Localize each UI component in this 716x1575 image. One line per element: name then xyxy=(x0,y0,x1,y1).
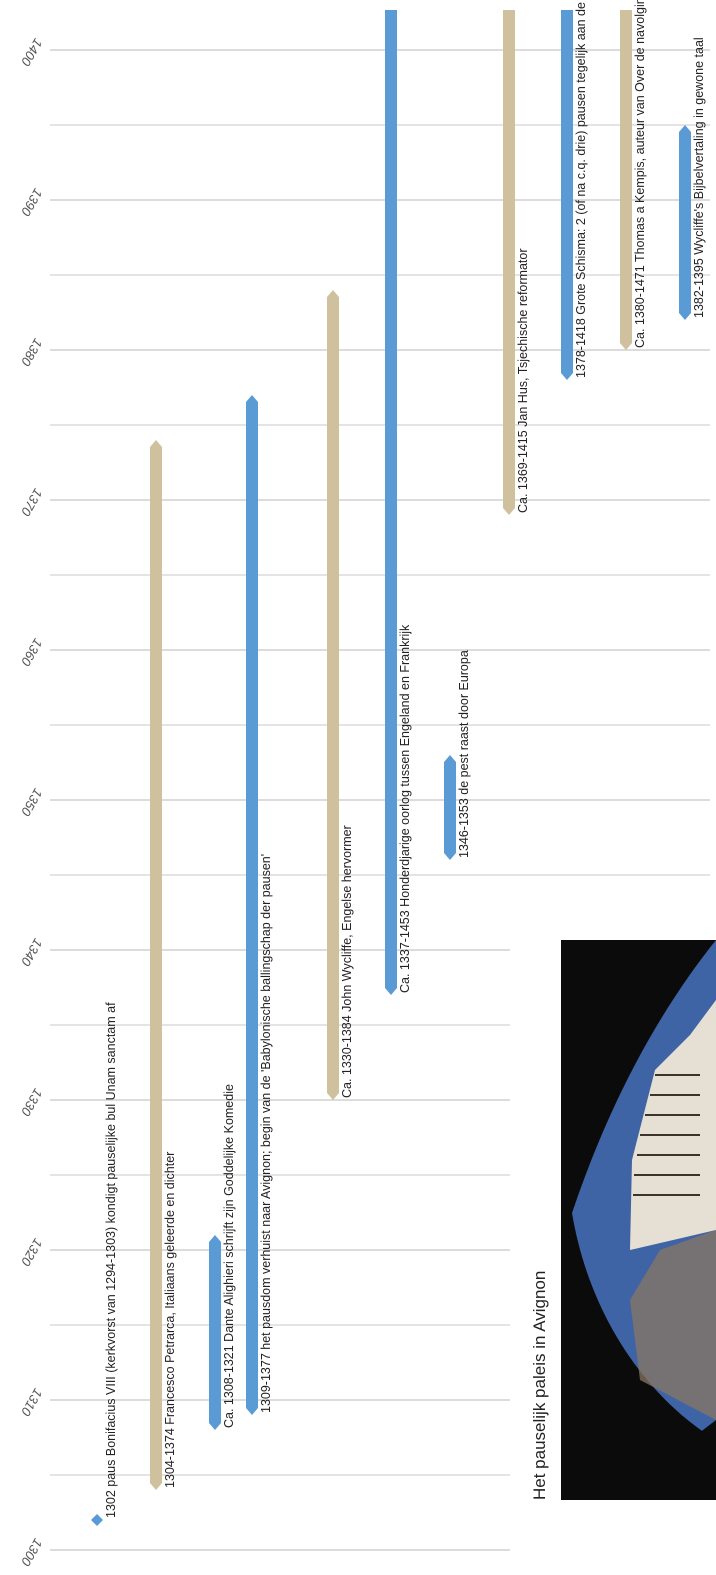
event-label: 1346-1353 de pest raast door Europa xyxy=(457,650,471,858)
event-bar xyxy=(150,440,162,1490)
event-bar xyxy=(561,10,573,380)
event-label: 1304-1374 Francesco Petrarca, Italiaans … xyxy=(163,1152,177,1488)
tick-label-1400: 1400 xyxy=(18,36,46,69)
event-label: Ca. 1337-1453 Honderdjarige oorlog tusse… xyxy=(398,624,412,993)
tick-label-1350: 1350 xyxy=(18,786,46,819)
event-marker xyxy=(91,1514,103,1526)
event-bar xyxy=(444,755,456,860)
event-label: Ca. 1308-1321 Dante Alighieri schrijft z… xyxy=(222,1084,236,1428)
event-bar xyxy=(385,10,397,995)
tick-label-1300: 1300 xyxy=(18,1536,46,1569)
event-bar-layer: 1302 paus Bonifacius VIII (kerkvorst van… xyxy=(91,0,706,1526)
tick-label-1380: 1380 xyxy=(18,336,46,369)
tick-label-1310: 1310 xyxy=(18,1386,46,1419)
event-label: Ca. 1380-1471 Thomas a Kempis, auteur va… xyxy=(633,0,647,348)
tick-label-1390: 1390 xyxy=(18,186,46,219)
avignon-photo xyxy=(561,940,716,1500)
event-bar xyxy=(209,1235,221,1430)
event-label: 1378-1418 Grote Schisma: 2 (of na c.q. d… xyxy=(574,0,588,378)
event-bar xyxy=(620,10,632,350)
tick-label-layer: 1300 1310 1320 1330 1340 1350 1360 1370 1380 1390… xyxy=(18,36,46,1569)
photo-caption: Het pauselijk paleis in Avignon xyxy=(530,1271,549,1500)
event-bar xyxy=(246,395,258,1415)
event-bar xyxy=(327,290,339,1100)
event-label: Ca. 1330-1384 John Wycliffe, Engelse her… xyxy=(340,825,354,1098)
tick-label-1340: 1340 xyxy=(18,936,46,969)
tick-label-1330: 1330 xyxy=(18,1086,46,1119)
event-bar xyxy=(679,125,691,320)
tick-label-1320: 1320 xyxy=(18,1236,46,1269)
event-label: 1302 paus Bonifacius VIII (kerkvorst van… xyxy=(104,1002,118,1518)
tick-label-1360: 1360 xyxy=(18,636,46,669)
event-bar xyxy=(503,10,515,515)
event-label: Ca. 1369-1415 Jan Hus, Tsjechische refor… xyxy=(516,249,530,514)
event-label: 1382-1395 Wycliffe's Bijbelvertaling in … xyxy=(692,37,706,318)
event-label: 1309-1377 het pausdom verhuist naar Avig… xyxy=(259,854,273,1413)
tick-label-1370: 1370 xyxy=(18,486,46,519)
